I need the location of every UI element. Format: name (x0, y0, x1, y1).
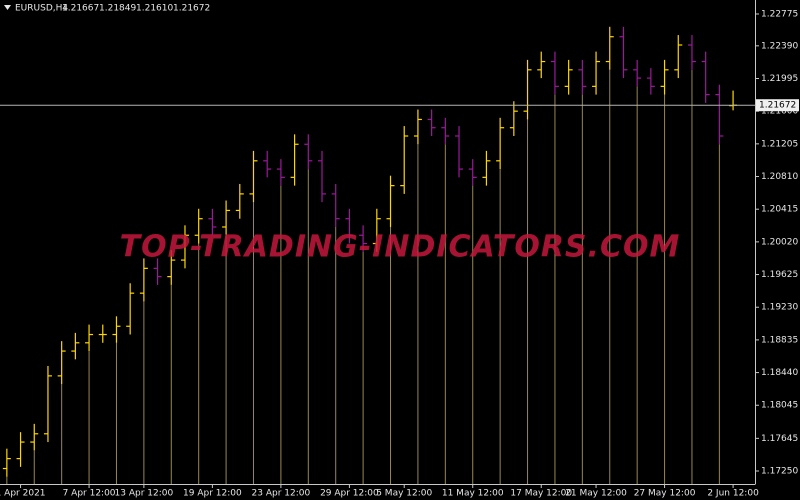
y-tick-label: 1.22775 (761, 9, 798, 19)
menu-arrow[interactable] (4, 5, 11, 10)
header-value: 1.21610 (136, 4, 173, 14)
y-tick-label: 1.22390 (761, 41, 798, 51)
y-tick-label: 1.18045 (761, 401, 798, 411)
y-tick-label: 1.17645 (761, 434, 798, 444)
price-bars (2, 26, 738, 477)
x-tick-label: 17 May 12:00 (510, 489, 572, 499)
x-tick-label: 5 May 12:00 (376, 489, 432, 499)
x-tick-label: 7 Apr 12:00 (63, 489, 116, 499)
watermark: TOP-TRADING-INDICATORS.COM (120, 230, 681, 265)
x-tick-label: 21 May 12:00 (565, 489, 627, 499)
x-tick-label: 29 Apr 12:00 (320, 489, 379, 499)
symbol: EURUSD,H4 (15, 4, 68, 14)
x-tick-label: 2 Jun 12:00 (707, 489, 759, 499)
y-tick-label: 1.18835 (761, 335, 798, 345)
x-tick-label: 13 Apr 12:00 (115, 489, 174, 499)
header-value: 1.21672 (173, 4, 210, 14)
header-value: 1.21667 (62, 4, 99, 14)
x-tick-label: 11 May 12:00 (442, 489, 504, 499)
y-tick-label: 1.18440 (761, 368, 798, 378)
x-tick-label: 19 Apr 12:00 (183, 489, 242, 499)
current-price-label: 1.21672 (759, 101, 796, 111)
x-tick-label: 27 May 12:00 (634, 489, 696, 499)
level-lines (6, 69, 720, 484)
y-tick-label: 1.20020 (761, 237, 798, 247)
x-tick-label: 23 Apr 12:00 (252, 489, 311, 499)
y-tick-label: 1.19230 (761, 303, 798, 313)
y-tick-label: 1.20415 (761, 205, 798, 215)
x-tick-label: 1 Apr 2021 (0, 489, 46, 499)
y-tick-label: 1.20810 (761, 172, 798, 182)
y-tick-label: 1.21995 (761, 74, 798, 84)
current-price-box (756, 99, 799, 112)
y-tick-label: 1.17250 (761, 467, 798, 477)
y-tick-label: 1.21205 (761, 139, 798, 149)
y-tick-label: 1.19625 (761, 270, 798, 280)
y-tick-label: 1.21600 (761, 107, 798, 117)
header-value: 1.21849 (99, 4, 136, 14)
